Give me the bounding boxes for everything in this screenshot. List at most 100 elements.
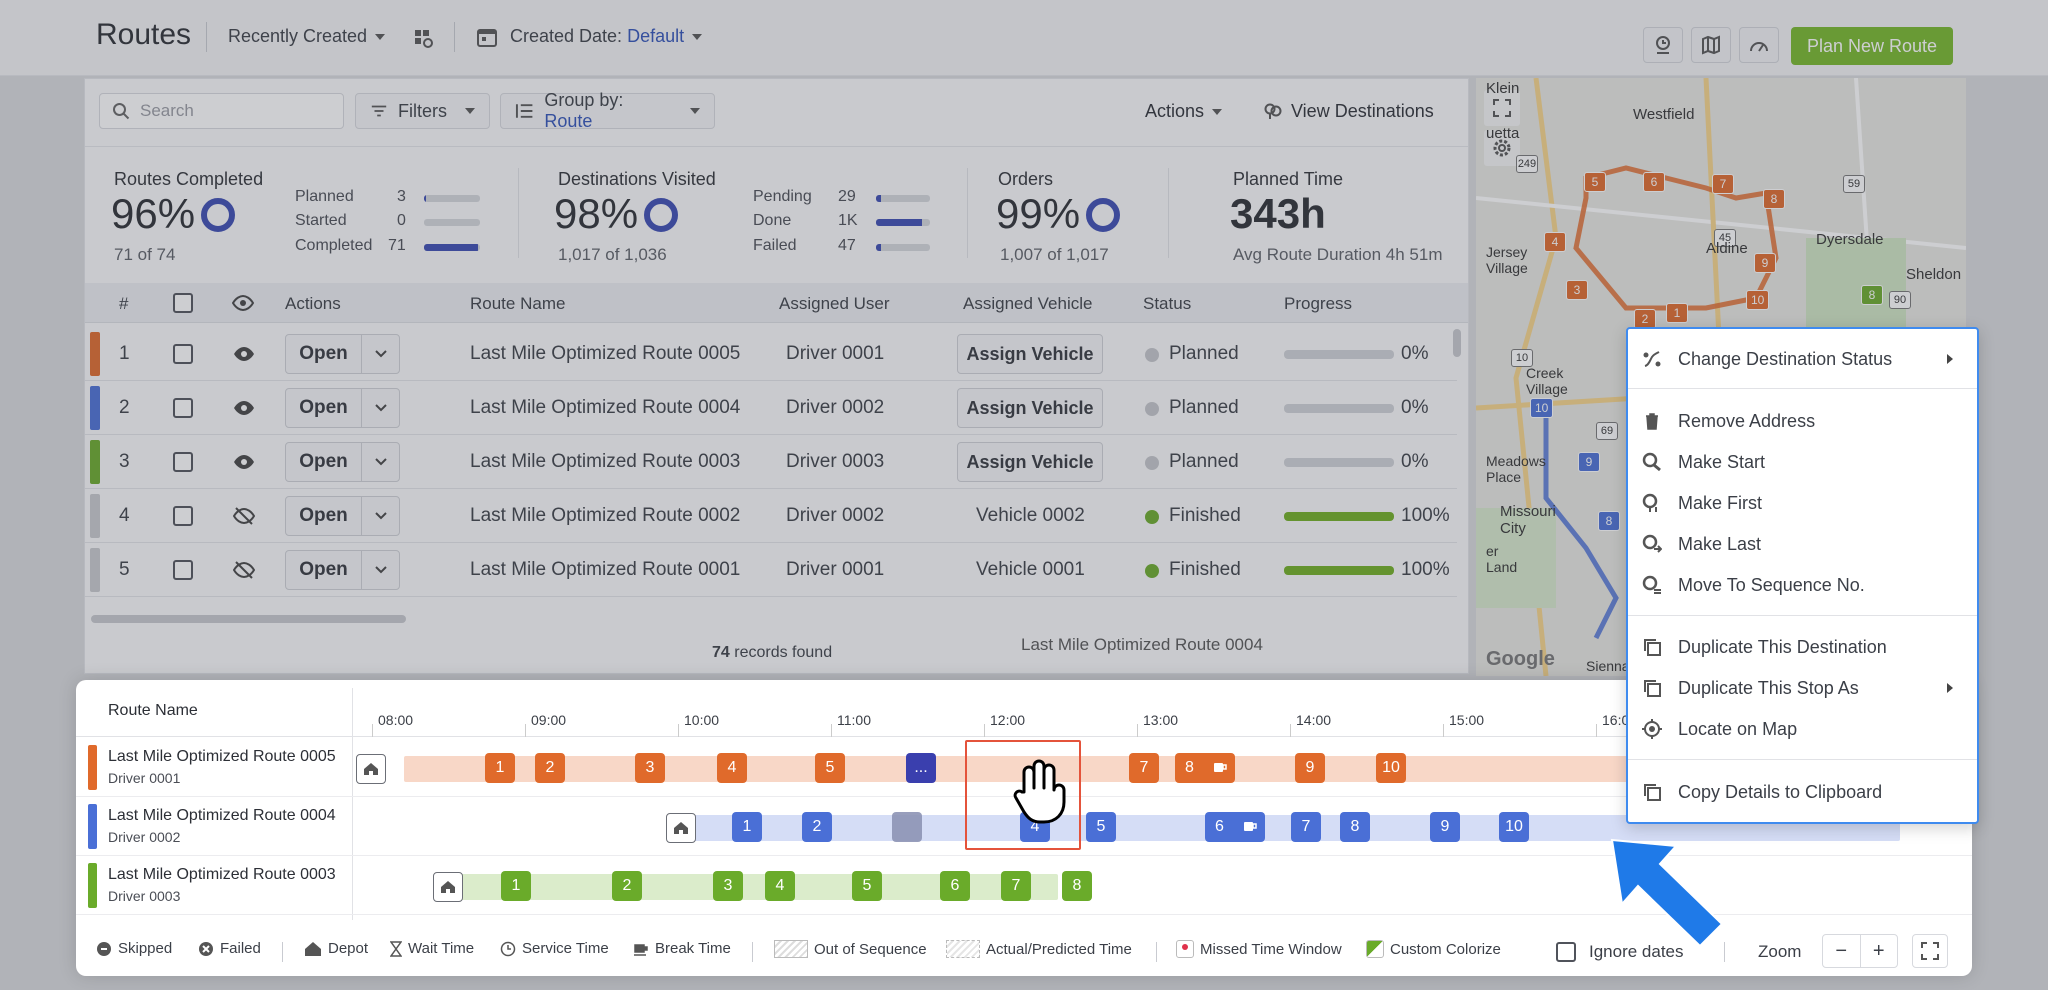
timeline-stop[interactable]: 7	[1129, 753, 1159, 783]
table-row[interactable]: 5 Open Last Mile Optimized Route 0001 Drive…	[85, 543, 1457, 597]
row-checkbox[interactable]	[173, 560, 193, 580]
chevron-down-icon[interactable]	[361, 443, 399, 481]
open-route-button[interactable]: Open	[285, 496, 400, 536]
visibility-settings-icon[interactable]	[231, 293, 255, 318]
menu-copy-details[interactable]: Copy Details to Clipboard	[1628, 772, 1977, 812]
plan-new-route-button[interactable]: Plan New Route	[1791, 27, 1953, 65]
map-stop-pin[interactable]: 4	[1544, 232, 1566, 252]
route-name[interactable]: Last Mile Optimized Route 0005	[470, 343, 741, 364]
actions-dropdown[interactable]: Actions	[1145, 101, 1223, 122]
open-route-button[interactable]: Open	[285, 442, 400, 482]
open-route-button[interactable]: Open	[285, 388, 400, 428]
table-row[interactable]: 1 Open Last Mile Optimized Route 0005 Drive…	[85, 327, 1457, 381]
fullscreen-map-button[interactable]	[1484, 90, 1520, 126]
map-settings-button[interactable]	[1484, 130, 1520, 166]
view-destinations-button[interactable]: View Destinations	[1263, 101, 1434, 122]
timeline-stop[interactable]: 8	[1062, 871, 1092, 901]
route-name[interactable]: Last Mile Optimized Route 0003	[470, 451, 741, 472]
timeline-row[interactable]: Last Mile Optimized Route 0003 Driver 000…	[76, 856, 1972, 915]
menu-locate-on-map[interactable]: Locate on Map	[1628, 709, 1977, 749]
timeline-stop[interactable]: 8	[1340, 812, 1370, 842]
table-horizontal-scrollbar[interactable]	[91, 615, 406, 623]
depot-icon[interactable]	[356, 754, 386, 784]
assign-vehicle-button[interactable]: Assign Vehicle	[957, 442, 1103, 482]
timeline-stop[interactable]: 7	[1001, 871, 1031, 901]
eye-slash-icon[interactable]	[232, 506, 256, 532]
menu-change-destination-status[interactable]: Change Destination Status	[1628, 339, 1977, 379]
depot-icon[interactable]	[433, 872, 463, 902]
row-checkbox[interactable]	[173, 398, 193, 418]
assign-vehicle-button[interactable]: Assign Vehicle	[957, 334, 1103, 374]
timeline-stop[interactable]: 10	[1376, 753, 1406, 783]
timeline-stop[interactable]: 6	[1205, 812, 1265, 842]
map-stop-pin[interactable]: 7	[1712, 174, 1734, 194]
timeline-stop[interactable]: 4	[765, 871, 795, 901]
column-settings-icon[interactable]	[413, 28, 435, 55]
timeline-stop[interactable]: 7	[1291, 812, 1321, 842]
date-filter-dropdown[interactable]: Created Date: Default	[510, 26, 703, 47]
timeline-stop[interactable]: 2	[612, 871, 642, 901]
map-stop-pin[interactable]: 2	[1634, 309, 1656, 329]
timeline-stop[interactable]: 8	[1175, 753, 1235, 783]
eye-slash-icon[interactable]	[232, 560, 256, 586]
open-route-button[interactable]: Open	[285, 334, 400, 374]
chevron-down-icon[interactable]	[361, 551, 399, 589]
map-stop-pin[interactable]: 8	[1598, 511, 1620, 531]
table-row[interactable]: 4 Open Last Mile Optimized Route 0002 Drive…	[85, 489, 1457, 543]
menu-duplicate-destination[interactable]: Duplicate This Destination	[1628, 627, 1977, 667]
dragged-stop[interactable]: ...	[906, 753, 936, 783]
timeline-fullscreen-button[interactable]	[1912, 934, 1948, 968]
map-stop-pin[interactable]: 8	[1763, 189, 1785, 209]
menu-move-to-sequence[interactable]: Move To Sequence No.	[1628, 565, 1977, 605]
map-stop-pin[interactable]: 5	[1584, 172, 1606, 192]
map-stop-pin[interactable]: 1	[1666, 303, 1688, 323]
open-route-button[interactable]: Open	[285, 550, 400, 590]
menu-make-first[interactable]: Make First	[1628, 483, 1977, 523]
zoom-in-button[interactable]: +	[1872, 939, 1885, 962]
timeline-stop[interactable]: 3	[635, 753, 665, 783]
depot-icon[interactable]	[666, 813, 696, 843]
timeline-stop[interactable]: 2	[802, 812, 832, 842]
filters-button[interactable]: Filters	[355, 93, 490, 129]
table-row[interactable]: 2 Open Last Mile Optimized Route 0004 Drive…	[85, 381, 1457, 435]
timeline-stop[interactable]: 1	[732, 812, 762, 842]
timeline-stop[interactable]: 10	[1499, 812, 1529, 842]
chevron-down-icon[interactable]	[361, 335, 399, 373]
route-name[interactable]: Last Mile Optimized Route 0004	[470, 397, 741, 418]
timeline-stop[interactable]: 1	[485, 753, 515, 783]
map-stop-pin[interactable]: 3	[1566, 280, 1588, 300]
zoom-out-button[interactable]: −	[1823, 935, 1861, 967]
menu-make-start[interactable]: Make Start	[1628, 442, 1977, 482]
map-stop-pin[interactable]: 9	[1578, 452, 1600, 472]
dashboard-button[interactable]	[1739, 27, 1779, 63]
map-stop-pin[interactable]: 8	[1861, 285, 1883, 305]
timeline-stop[interactable]: 3	[713, 871, 743, 901]
table-row[interactable]: 3 Open Last Mile Optimized Route 0003 Drive…	[85, 435, 1457, 489]
route-name[interactable]: Last Mile Optimized Route 0001	[470, 559, 741, 580]
timeline-stop[interactable]: 2	[535, 753, 565, 783]
timeline-stop[interactable]: 1	[501, 871, 531, 901]
map-view-button[interactable]	[1691, 27, 1731, 63]
location-pin-button[interactable]	[1643, 27, 1683, 63]
sort-dropdown[interactable]: Recently Created	[228, 26, 386, 47]
menu-make-last[interactable]: Make Last	[1628, 524, 1977, 564]
assign-vehicle-button[interactable]: Assign Vehicle	[957, 388, 1103, 428]
timeline-stop[interactable]: 4	[717, 753, 747, 783]
eye-icon[interactable]	[233, 398, 255, 424]
timeline-stop[interactable]: 5	[852, 871, 882, 901]
timeline-stop[interactable]: 9	[1430, 812, 1460, 842]
timeline-stop[interactable]: 5	[815, 753, 845, 783]
search-input[interactable]: Search	[99, 93, 344, 129]
timeline-stop[interactable]: 9	[1295, 753, 1325, 783]
select-all-checkbox[interactable]	[173, 293, 193, 313]
menu-duplicate-stop-as[interactable]: Duplicate This Stop As	[1628, 668, 1977, 708]
map-stop-pin[interactable]: 9	[1754, 253, 1776, 273]
eye-icon[interactable]	[233, 344, 255, 370]
chevron-down-icon[interactable]	[361, 497, 399, 535]
eye-icon[interactable]	[233, 452, 255, 478]
map-stop-pin[interactable]: 10	[1530, 398, 1554, 418]
route-name[interactable]: Last Mile Optimized Route 0002	[470, 505, 741, 526]
timeline-stop[interactable]: 5	[1086, 812, 1116, 842]
row-checkbox[interactable]	[173, 344, 193, 364]
timeline-stop[interactable]: 6	[940, 871, 970, 901]
